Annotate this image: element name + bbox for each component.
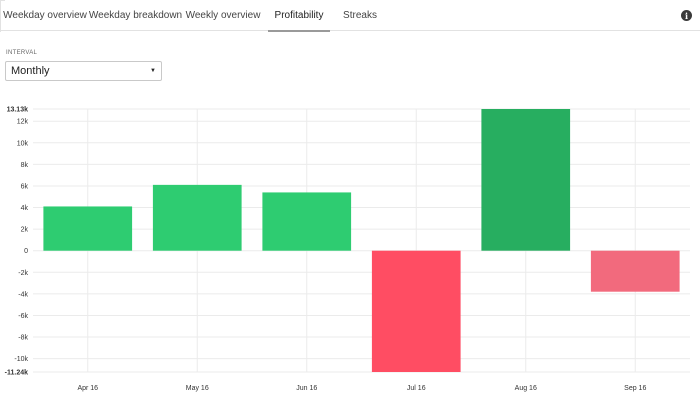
y-tick-label: -4k bbox=[18, 291, 28, 298]
bar-apr-16[interactable] bbox=[43, 206, 133, 251]
y-tick-label: 13.13k bbox=[7, 107, 29, 114]
interval-select[interactable]: Monthly ▼ bbox=[5, 61, 162, 81]
x-tick-label: Jul 16 bbox=[407, 385, 426, 392]
tab-streaks[interactable]: Streaks bbox=[343, 10, 377, 21]
tab-weekday-breakdown[interactable]: Weekday breakdown bbox=[88, 10, 183, 21]
interval-selected-value: Monthly bbox=[11, 65, 50, 77]
x-tick-label: Sep 16 bbox=[624, 385, 646, 392]
x-tick-label: May 16 bbox=[186, 385, 209, 392]
bar-jul-16[interactable] bbox=[371, 250, 461, 372]
y-tick-label: -11.24k bbox=[5, 370, 28, 377]
tab-weekly-overview[interactable]: Weekly overview bbox=[185, 10, 261, 21]
x-tick-label: Jun 16 bbox=[296, 385, 317, 392]
tab-profitability[interactable]: Profitability bbox=[268, 0, 330, 32]
y-tick-label: 12k bbox=[17, 119, 29, 126]
bar-jun-16[interactable] bbox=[262, 192, 352, 251]
y-tick-label: 10k bbox=[17, 140, 29, 147]
bar-may-16[interactable] bbox=[152, 184, 242, 251]
interval-label: INTERVAL bbox=[6, 50, 38, 56]
bar-aug-16[interactable] bbox=[481, 109, 571, 251]
y-tick-label: -10k bbox=[14, 356, 28, 363]
y-tick-label: 8k bbox=[21, 162, 29, 169]
x-tick-label: Aug 16 bbox=[515, 385, 537, 392]
y-tick-label: 0 bbox=[24, 248, 28, 255]
y-tick-label: -2k bbox=[18, 270, 28, 277]
chevron-down-icon: ▼ bbox=[150, 68, 156, 74]
y-tick-label: -6k bbox=[18, 313, 28, 320]
y-tick-label: 2k bbox=[21, 227, 29, 234]
bar-sep-16[interactable] bbox=[590, 250, 680, 292]
x-tick-label: Apr 16 bbox=[77, 385, 98, 392]
y-tick-label: 4k bbox=[21, 205, 29, 212]
tab-bar: Weekday overview Weekday breakdown Weekl… bbox=[0, 0, 700, 32]
tab-weekday-overview[interactable]: Weekday overview bbox=[3, 10, 87, 21]
info-icon[interactable]: i bbox=[681, 10, 692, 21]
y-tick-label: 6k bbox=[21, 183, 29, 190]
y-tick-label: -8k bbox=[18, 335, 28, 342]
